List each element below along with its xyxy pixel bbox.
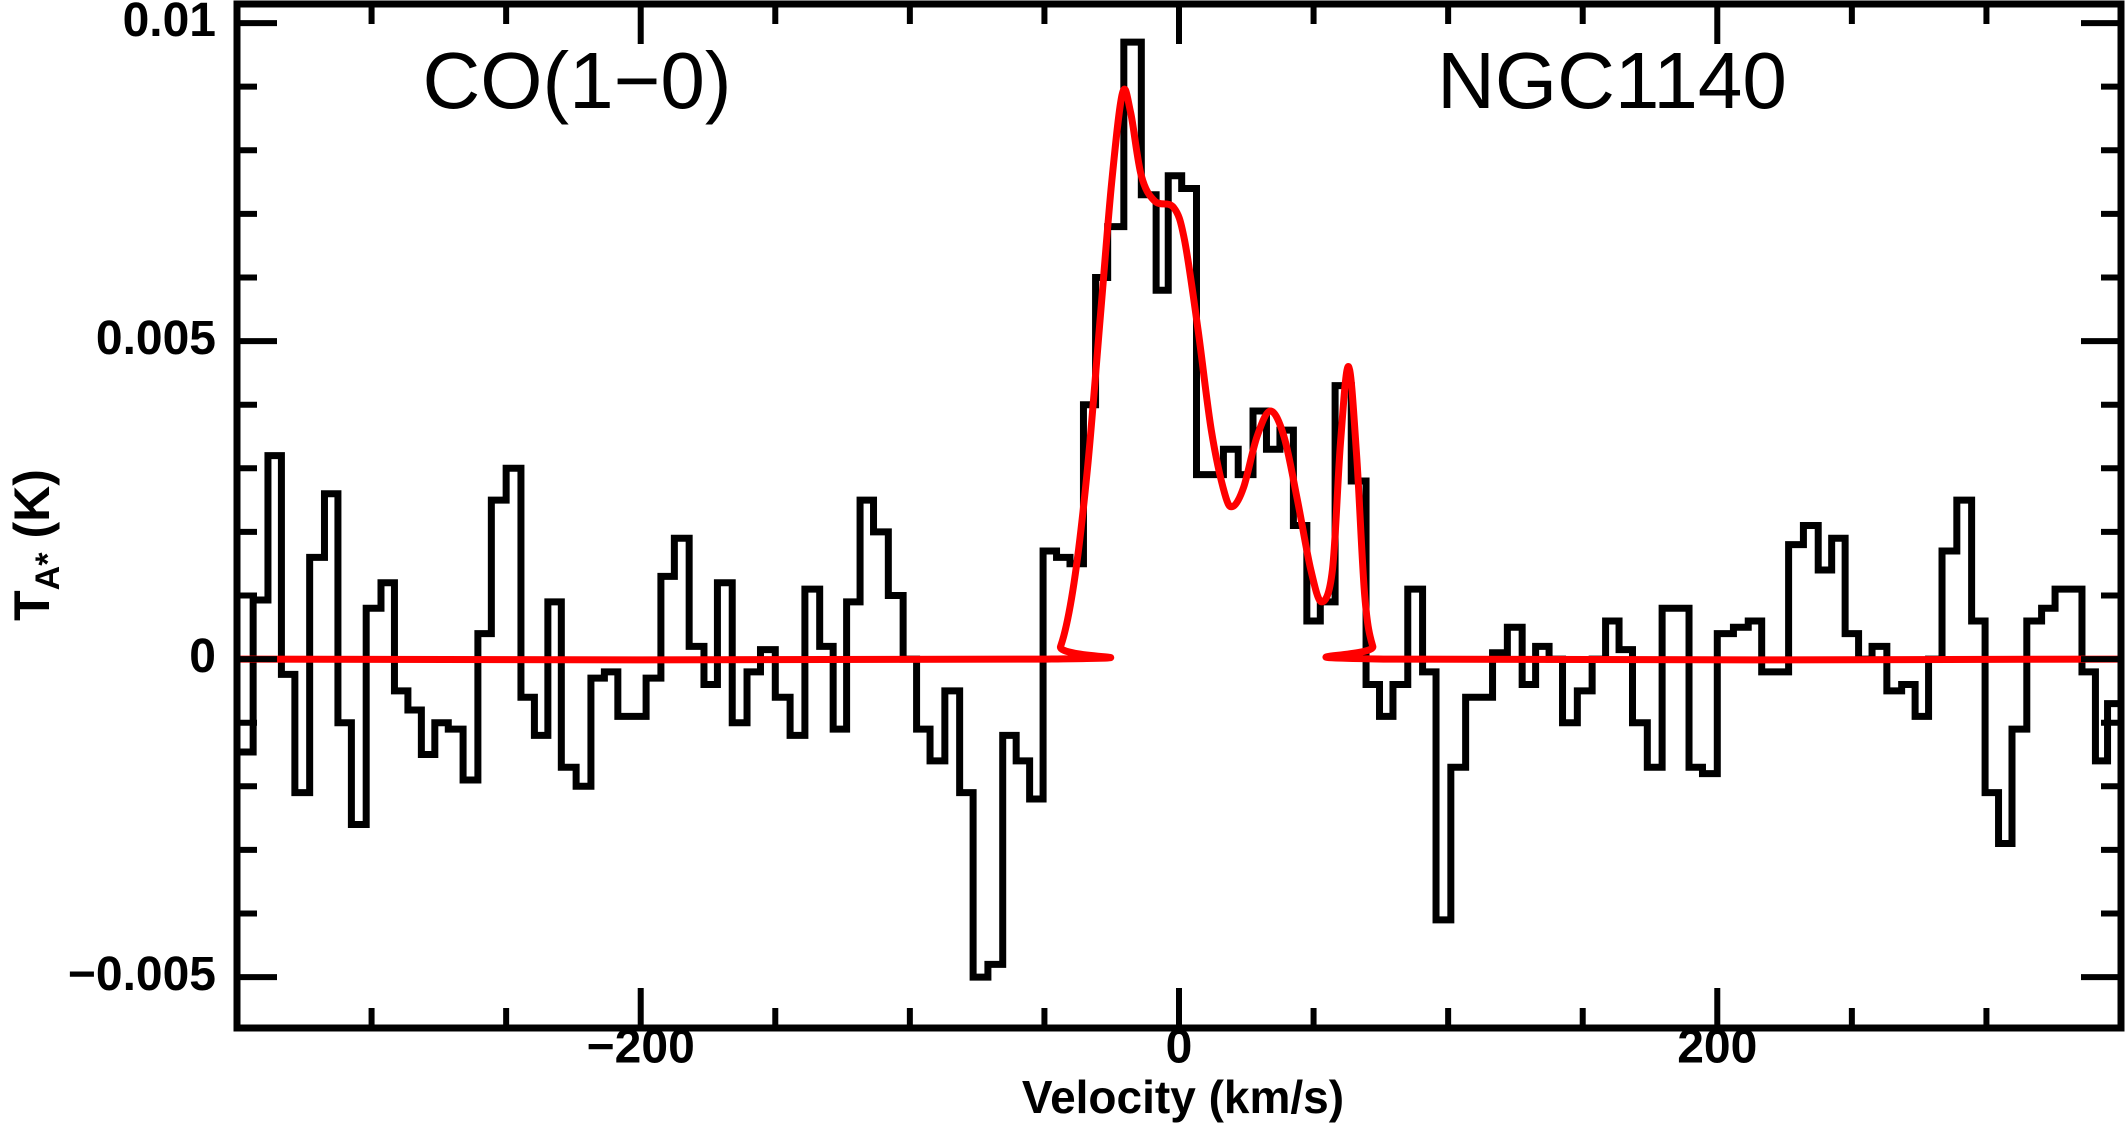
y-label-unit: (K) (4, 469, 60, 538)
y-label-subscript: A* (29, 552, 67, 591)
annotation: CO(1−0) (423, 36, 732, 125)
y-label-symbol: T (4, 590, 60, 621)
spectrum (237, 38, 2121, 981)
x-tick-label: 200 (1677, 1021, 1757, 1074)
y-tick-label: 0 (189, 630, 216, 683)
plot-area (237, 38, 2121, 981)
y-tick-label: −0.005 (68, 948, 216, 1001)
y-axis-label: TA* (K) (4, 469, 67, 621)
x-tick-label: −200 (587, 1021, 695, 1074)
annotation: NGC1140 (1437, 36, 1787, 125)
y-tick-label: 0.005 (96, 312, 216, 365)
fit-curve (237, 85, 2121, 664)
y-tick-label: 0.01 (123, 0, 216, 47)
x-tick-label: 0 (1166, 1021, 1193, 1074)
x-axis-label: Velocity (km/s) (1022, 1071, 1344, 1123)
